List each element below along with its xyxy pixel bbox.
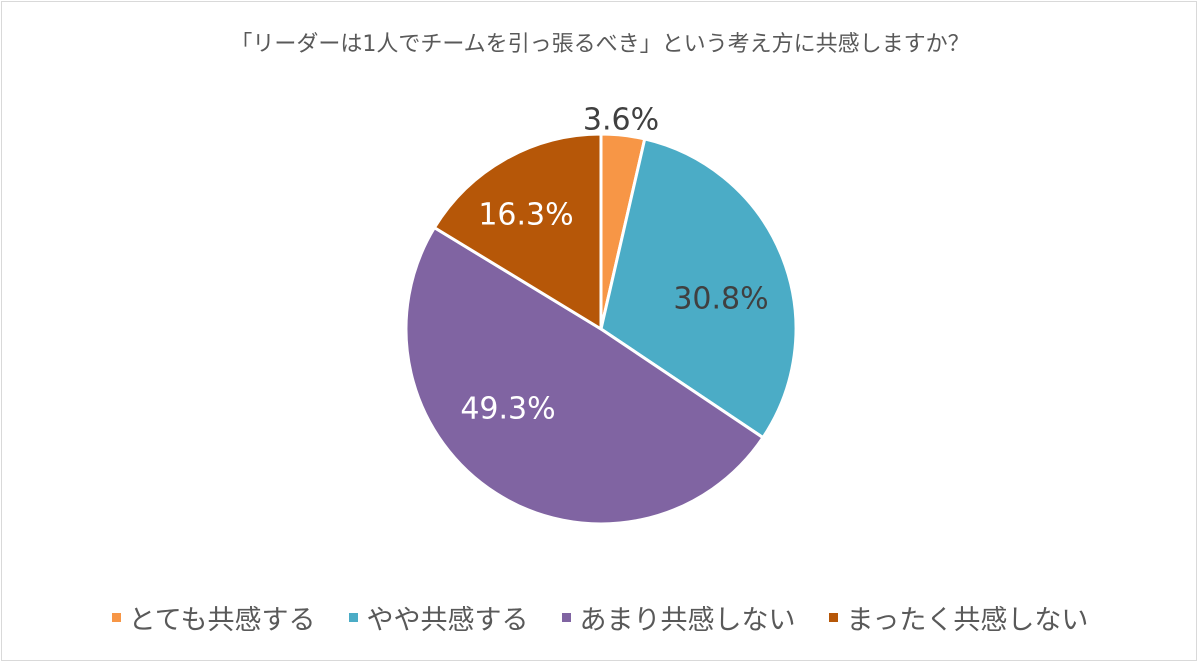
- data-label: 30.8%: [673, 282, 768, 317]
- legend-item-not-agree-at-all: まったく共感しない: [829, 598, 1088, 637]
- legend-label: あまり共感しない: [579, 605, 796, 636]
- chart-title: 「リーダーは1人でチームを引っ張るべき」という考え方に共感しますか？: [230, 32, 970, 57]
- legend-swatch: [111, 613, 121, 622]
- legend-swatch: [562, 613, 572, 622]
- slice-somewhat-agree: [599, 137, 798, 440]
- slice-not-agree-at-all: [432, 132, 603, 331]
- legend-swatch: [349, 613, 359, 622]
- legend-item-not-really-agree: あまり共感しない: [562, 598, 795, 637]
- data-label: 3.6%: [583, 103, 659, 138]
- data-label: 49.3%: [460, 392, 555, 427]
- legend-item-somewhat-agree: やや共感する: [349, 598, 528, 637]
- slice-not-really-agree: [404, 226, 765, 526]
- legend-label: とても共感する: [128, 605, 316, 636]
- legend-item-very-agree: とても共感する: [111, 598, 316, 637]
- legend-swatch: [829, 613, 839, 622]
- legend-label: やや共感する: [366, 605, 529, 636]
- legend-label: まったく共感しない: [846, 605, 1089, 636]
- data-label: 16.3%: [478, 198, 573, 233]
- legend: とても共感する やや共感する あまり共感しない まったく共感しない: [0, 598, 1200, 637]
